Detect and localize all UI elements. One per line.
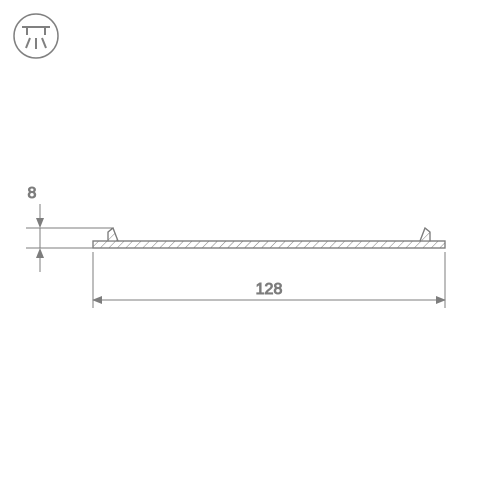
dimension-height: 8 <box>26 185 113 272</box>
dimension-width-value: 128 <box>256 281 283 298</box>
technical-drawing: 8 128 <box>0 0 500 500</box>
dimension-width: 128 <box>93 252 445 308</box>
profile-cross-section <box>93 228 445 248</box>
dimension-height-value: 8 <box>28 185 37 202</box>
downlight-icon <box>14 14 58 58</box>
